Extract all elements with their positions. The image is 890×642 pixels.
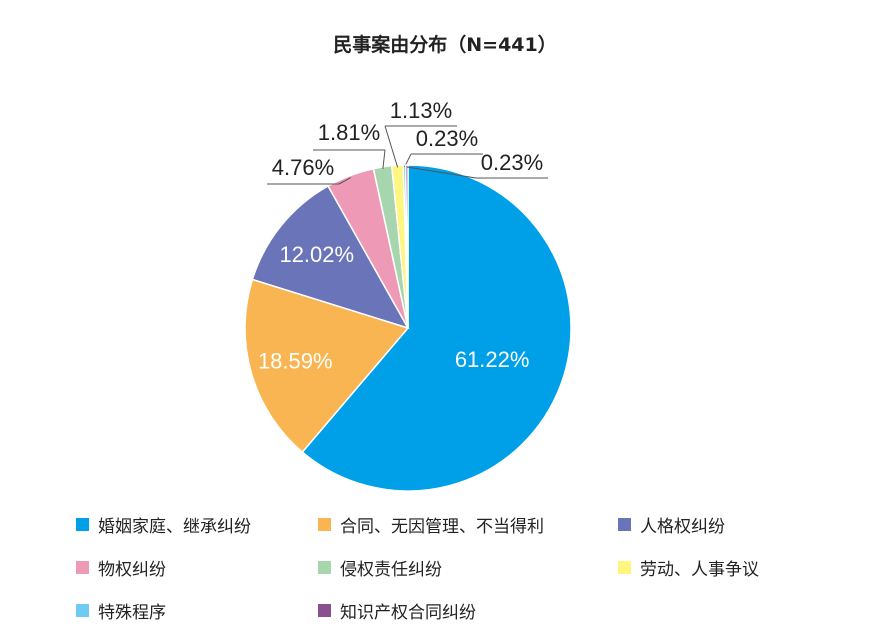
legend-label: 知识产权合同纠纷	[340, 602, 476, 623]
leader-line	[338, 177, 352, 185]
legend-label: 劳动、人事争议	[640, 559, 759, 580]
leader-line	[382, 149, 386, 170]
legend-item: 侵权责任纠纷	[318, 553, 442, 581]
legend-label: 婚姻家庭、继承纠纷	[98, 516, 251, 537]
slice-label: 1.13%	[390, 98, 452, 123]
legend-item: 人格权纠纷	[618, 510, 725, 538]
slice-label: 12.02%	[279, 242, 354, 267]
legend-swatch	[318, 603, 331, 617]
legend-swatch	[318, 560, 331, 574]
pie-slice	[404, 164, 409, 329]
legend-item: 特殊程序	[76, 596, 166, 624]
legend-label: 特殊程序	[98, 602, 166, 623]
slice-label: 18.59%	[258, 349, 333, 374]
slice-label: 0.23%	[416, 126, 478, 151]
slice-label: 1.81%	[318, 120, 380, 145]
legend-item: 知识产权合同纠纷	[318, 596, 476, 624]
legend-item: 物权纠纷	[76, 553, 166, 581]
legend-swatch	[618, 560, 631, 574]
legend-swatch	[76, 603, 89, 617]
legend-label: 物权纠纷	[98, 559, 166, 580]
legend-swatch	[76, 560, 89, 574]
pie-slice	[251, 184, 410, 330]
pie-slice	[244, 278, 410, 454]
slice-label: 61.22%	[455, 347, 530, 372]
pie-chart: 61.22% 18.59% 12.02% 4.76% 1.81% 1.13% 0.23%0.…	[244, 98, 572, 492]
legend-item: 婚姻家庭、继承纠纷	[76, 510, 251, 538]
legend-label: 人格权纠纷	[640, 516, 725, 537]
legend: 婚姻家庭、继承纠纷 合同、无因管理、不当得利 人格权纠纷物权纠纷 侵权责任纠纷 劳动、人…	[0, 508, 890, 638]
pie-slice	[301, 164, 572, 492]
leader-line	[406, 166, 477, 179]
legend-swatch	[618, 517, 631, 531]
slice-label: 0.23%	[481, 150, 543, 175]
legend-swatch	[76, 517, 89, 531]
legend-item: 合同、无因管理、不当得利	[318, 510, 544, 538]
chart-title: 民事案由分布（N=441）	[333, 34, 557, 56]
legend-label: 合同、无因管理、不当得利	[340, 516, 544, 537]
legend-swatch	[318, 517, 331, 531]
legend-label: 侵权责任纠纷	[340, 559, 442, 580]
leader-line	[384, 125, 399, 168]
legend-item: 劳动、人事争议	[618, 553, 759, 581]
slice-label: 4.76%	[272, 155, 334, 180]
